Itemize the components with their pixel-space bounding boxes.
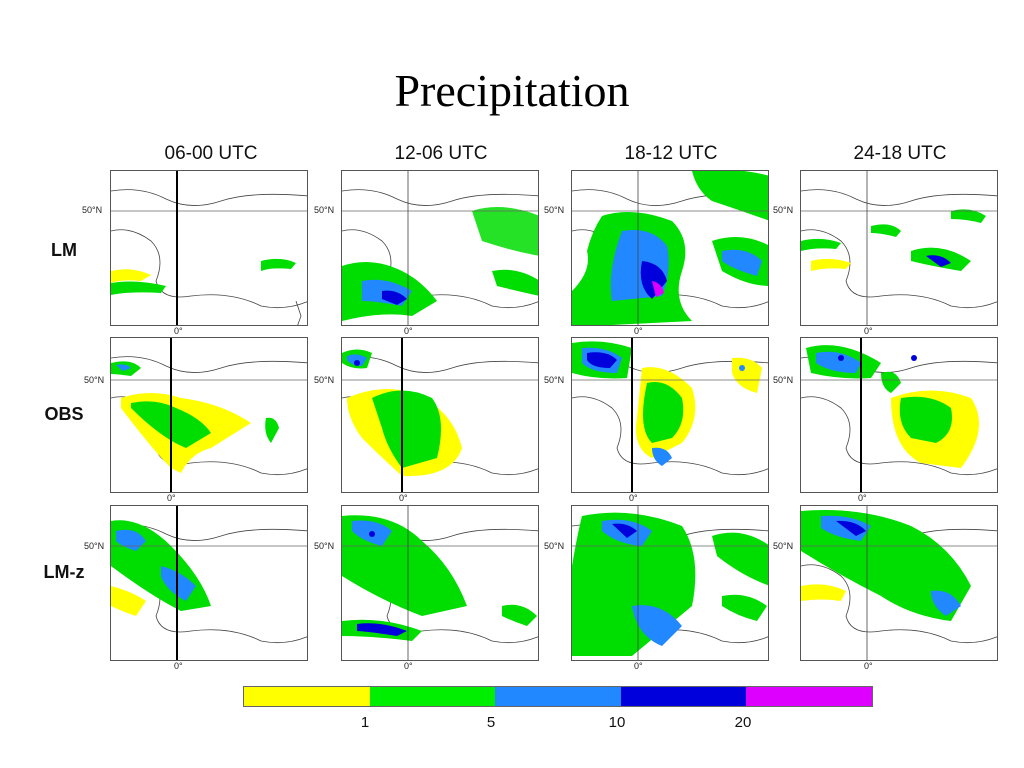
map-panel-obs-24-18 (800, 337, 998, 493)
lon-label: 0° (864, 326, 873, 336)
legend-tick-20: 20 (734, 714, 752, 731)
lon-label: 0° (174, 661, 183, 671)
map-panel-lm-12-06 (341, 170, 539, 326)
lon-label: 0° (864, 661, 873, 671)
lat-label: 50°N (773, 375, 794, 385)
legend-tick-1: 1 (360, 714, 370, 731)
map-panel-lm-24-18 (800, 170, 998, 326)
column-header-3: 18-12 UTC (624, 143, 718, 164)
lat-label: 50°N (773, 541, 794, 551)
legend-tick-5: 5 (486, 714, 496, 731)
column-header-2: 12-06 UTC (394, 143, 488, 164)
map-panel-lmz-24-18 (800, 505, 998, 661)
map-panel-lmz-18-12 (571, 505, 769, 661)
page-title: Precipitation (394, 65, 630, 116)
lat-label: 50°N (773, 205, 794, 215)
color-bin-5 (746, 687, 872, 706)
lon-label: 0° (634, 661, 643, 671)
map-panel-obs-12-06 (341, 337, 539, 493)
lat-label: 50°N (314, 375, 335, 385)
lon-label: 0° (399, 493, 408, 503)
color-bin-1 (244, 687, 370, 706)
lat-label: 50°N (84, 375, 105, 385)
legend-tick-10: 10 (608, 714, 626, 731)
lat-label: 50°N (314, 541, 335, 551)
column-header-4: 24-18 UTC (853, 143, 947, 164)
color-bin-2 (369, 687, 496, 706)
lon-label: 0° (404, 661, 413, 671)
lon-label: 0° (174, 326, 183, 336)
row-header-lm: LM (51, 240, 77, 260)
lat-label: 50°N (544, 205, 565, 215)
column-header-1: 06-00 UTC (164, 143, 258, 164)
lon-label: 0° (167, 493, 176, 503)
lat-label: 50°N (82, 205, 103, 215)
color-bin-4 (620, 687, 747, 706)
color-bar-legend (243, 686, 873, 707)
lat-label: 50°N (544, 541, 565, 551)
lon-label: 0° (629, 493, 638, 503)
map-panel-lm-06-00 (110, 170, 308, 326)
lat-label: 50°N (314, 205, 335, 215)
color-bin-3 (495, 687, 621, 706)
row-header-obs: OBS (44, 404, 84, 424)
map-panel-lm-18-12 (571, 170, 769, 326)
map-panel-lmz-12-06 (341, 505, 539, 661)
map-panel-obs-06-00 (110, 337, 308, 493)
lon-label: 0° (404, 326, 413, 336)
map-panel-lmz-06-00 (110, 505, 308, 661)
lon-label: 0° (858, 493, 867, 503)
row-header-lmz: LM-z (43, 562, 85, 582)
lat-label: 50°N (544, 375, 565, 385)
lat-label: 50°N (84, 541, 105, 551)
map-panel-obs-18-12 (571, 337, 769, 493)
lon-label: 0° (634, 326, 643, 336)
